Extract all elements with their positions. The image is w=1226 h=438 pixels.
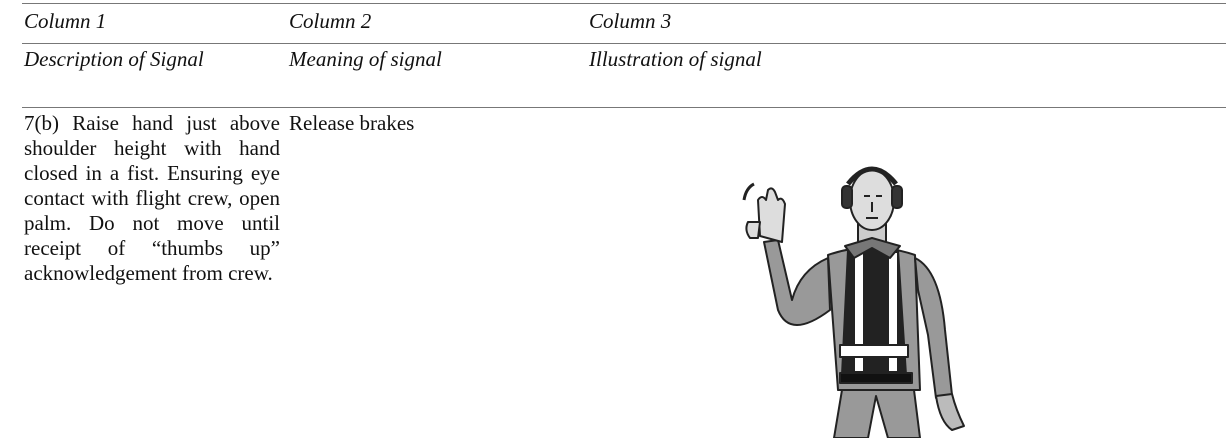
header-cell: Column 2 [289,9,372,33]
header-cell: Column 1 [24,9,107,33]
table-cell: 7(b) Raise hand just above shoulder heig… [24,111,280,285]
header-cell: Meaning of signal [289,47,442,71]
header-cell: Illustration of signal [589,47,762,71]
table-cell: Release brakes [289,111,415,135]
header-cell: Description of Signal [24,47,204,71]
table-rule [22,3,1226,4]
header-cell: Column 3 [589,9,672,33]
table-rule [22,107,1226,108]
table-rule [22,43,1226,44]
signal-illustration [742,166,965,438]
